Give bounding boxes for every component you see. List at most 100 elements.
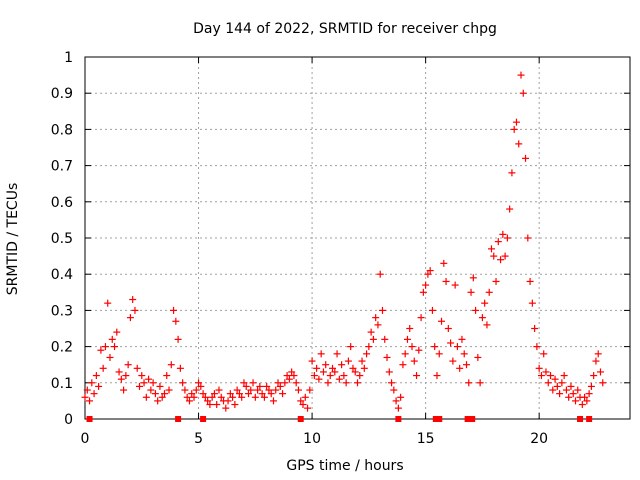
data-point (120, 386, 128, 394)
data-point (369, 335, 377, 343)
y-tick-label: 0.9 (51, 86, 73, 102)
data-point (111, 343, 119, 351)
data-point (322, 361, 330, 369)
data-point (326, 372, 334, 380)
data-point (208, 393, 216, 401)
data-point (503, 234, 511, 242)
data-point (512, 118, 520, 126)
data-point (229, 393, 237, 401)
data-point (372, 314, 380, 322)
data-point (572, 397, 579, 405)
data-point (535, 364, 543, 372)
data-point (358, 357, 366, 365)
data-point (99, 364, 107, 372)
data-point (517, 71, 525, 79)
x-tick-label: 10 (303, 431, 321, 447)
data-point (506, 205, 514, 213)
data-point (397, 393, 405, 401)
data-point (306, 386, 314, 394)
x-tick-label: 15 (417, 431, 435, 447)
data-point (344, 357, 352, 365)
data-point (347, 343, 355, 351)
data-point (274, 379, 282, 387)
x-tick-label: 20 (530, 431, 548, 447)
data-point (408, 343, 416, 351)
data-point (210, 390, 218, 398)
data-point (435, 350, 443, 358)
data-point (413, 372, 421, 380)
data-point (174, 335, 182, 343)
data-point (578, 401, 586, 409)
data-point (403, 335, 411, 343)
data-point (508, 169, 516, 177)
data-point (181, 386, 189, 394)
data-point (560, 372, 568, 380)
data-point (145, 375, 153, 383)
data-point (381, 335, 389, 343)
data-point (547, 372, 555, 380)
data-point (385, 368, 393, 376)
data-point (556, 390, 564, 398)
data-point (333, 350, 341, 358)
data-point (356, 372, 364, 380)
data-point (331, 368, 339, 376)
data-point (406, 325, 414, 332)
data-point (156, 382, 164, 390)
data-point (401, 350, 409, 358)
y-tick-label: 1 (64, 50, 73, 66)
data-point (188, 390, 196, 398)
data-point (510, 125, 518, 133)
zero-point (464, 416, 471, 422)
data-point (551, 375, 559, 383)
data-point (301, 393, 309, 401)
data-point (288, 368, 296, 376)
data-point (83, 386, 91, 394)
data-point (533, 343, 541, 351)
data-point (581, 393, 589, 401)
data-point (267, 390, 275, 398)
data-point (265, 386, 273, 394)
data-point (542, 368, 550, 376)
data-point (497, 256, 505, 264)
data-point (338, 361, 346, 369)
data-point (428, 306, 436, 314)
data-point (451, 281, 459, 289)
data-point (294, 386, 302, 394)
data-point (474, 353, 482, 361)
data-point (422, 281, 430, 289)
data-point (197, 382, 205, 390)
data-point (195, 379, 203, 387)
zero-point (432, 416, 439, 422)
zero-point (297, 416, 304, 422)
data-point (213, 401, 221, 409)
data-point (167, 361, 175, 369)
data-point (249, 379, 257, 387)
data-point (376, 270, 384, 278)
data-point (140, 379, 148, 387)
data-point (172, 317, 180, 325)
data-point (585, 390, 593, 398)
data-point (113, 328, 121, 336)
data-point (324, 379, 332, 387)
data-point (310, 372, 318, 380)
data-points (81, 71, 607, 422)
data-point (276, 382, 284, 390)
data-point (472, 306, 480, 314)
data-point (483, 321, 491, 329)
data-point (549, 386, 557, 394)
data-point (251, 393, 259, 401)
zero-point (175, 416, 182, 422)
x-tick-label: 5 (194, 431, 203, 447)
data-point (487, 245, 495, 253)
data-point (478, 314, 486, 322)
data-point (192, 386, 200, 394)
data-point (260, 393, 268, 401)
data-point (419, 288, 427, 296)
zero-point (577, 416, 584, 422)
data-point (590, 372, 598, 380)
data-point (390, 386, 398, 394)
data-point (596, 368, 604, 376)
data-point (329, 364, 337, 372)
data-point (201, 393, 209, 401)
